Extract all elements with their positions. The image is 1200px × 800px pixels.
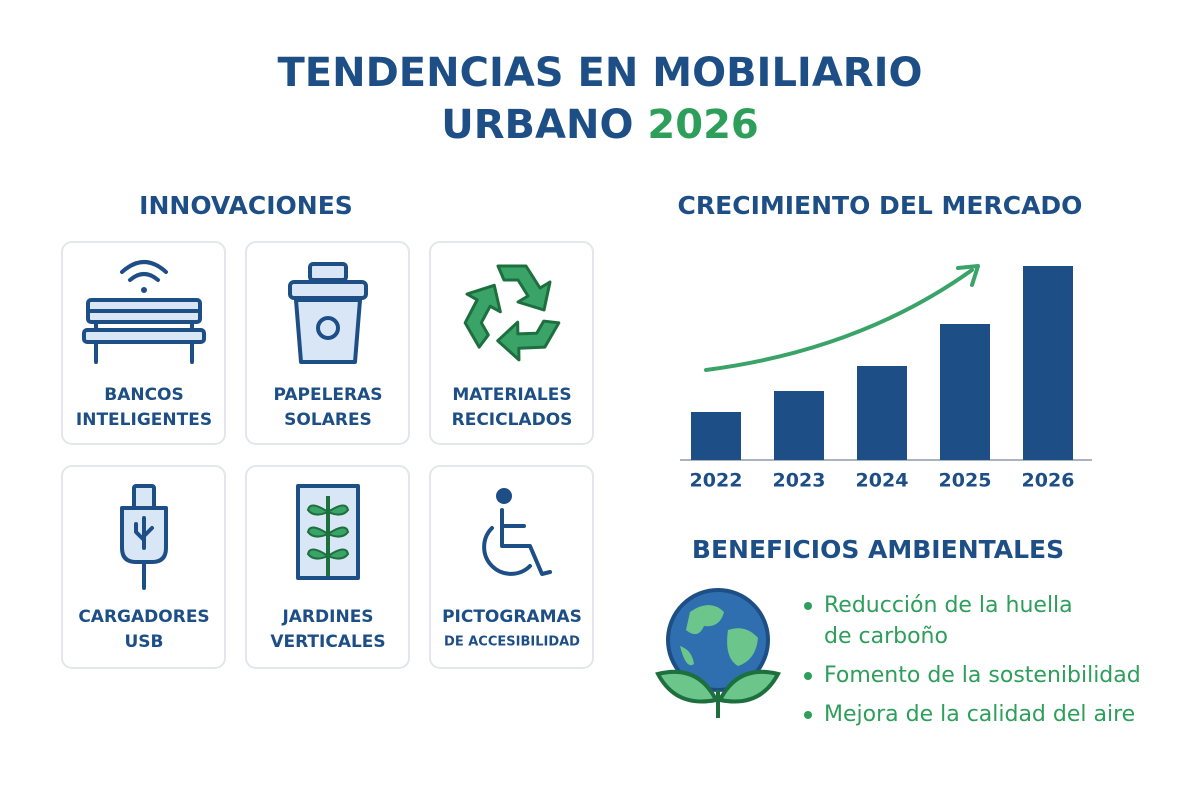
card-labels: BANCOS INTELIGENTES PAPELERAS SOLARES MATERI… — [76, 385, 582, 652]
wheelchair-icon — [482, 488, 552, 576]
card-label: USB — [124, 632, 163, 652]
card-label: MATERIALES — [452, 385, 571, 405]
title-line: URBANO 2026 — [441, 102, 758, 148]
bullet — [804, 711, 812, 719]
card-label: RECICLADOS — [452, 410, 573, 430]
section-heading: INNOVACIONES — [139, 191, 353, 220]
trend-arrowhead — [956, 264, 980, 287]
x-tick-label: 2025 — [939, 470, 992, 492]
garden-icon — [296, 484, 360, 580]
title-line: TENDENCIAS EN MOBILIARIO — [278, 50, 923, 96]
card-label: JARDINES — [281, 607, 373, 627]
chart-title: CRECIMIENTO DEL MERCADO — [678, 191, 1083, 220]
bar — [1023, 266, 1073, 460]
x-tick-label: 2022 — [690, 470, 743, 492]
bench-icon — [82, 260, 206, 364]
card-label: INTELIGENTES — [76, 410, 212, 430]
benefit-text: Mejora de la calidad del aire — [824, 702, 1135, 727]
title-text: URBANO — [441, 102, 633, 148]
benefit-text: Reducción de la huella — [824, 593, 1073, 618]
recycle-icon — [463, 264, 561, 362]
card-label: CARGADORES — [78, 607, 209, 627]
card-label: PAPELERAS — [273, 385, 382, 405]
title-year: 2026 — [647, 102, 758, 148]
card-label: SOLARES — [284, 410, 372, 430]
trend-arrow — [704, 268, 974, 372]
x-tick-label: 2024 — [856, 470, 909, 492]
benefit-text: de carboño — [824, 624, 948, 649]
card-label: BANCOS — [104, 385, 184, 405]
section-heading: BENEFICIOS AMBIENTALES — [692, 535, 1064, 564]
card-label: DE ACCESIBILIDAD — [444, 635, 580, 650]
bullet — [804, 602, 812, 610]
bin-icon — [288, 262, 368, 364]
card — [429, 465, 594, 669]
bar — [940, 324, 990, 460]
x-tick-label: 2026 — [1022, 470, 1075, 492]
chart: 2022 2023 2024 2025 2026 — [690, 264, 1075, 492]
cards — [61, 241, 594, 669]
card-label: PICTOGRAMAS — [442, 607, 582, 627]
bullet — [804, 672, 812, 680]
bar — [774, 391, 824, 460]
bar — [691, 412, 741, 460]
x-tick-label: 2023 — [773, 470, 826, 492]
globe-icon — [655, 588, 781, 718]
bar — [857, 366, 907, 460]
usb-icon — [120, 484, 168, 590]
benefit-text: Fomento de la sostenibilidad — [824, 663, 1141, 688]
card-label: VERTICALES — [270, 632, 385, 652]
benefit-list: Reducción de la huella de carboño Fomento … — [804, 593, 1141, 727]
